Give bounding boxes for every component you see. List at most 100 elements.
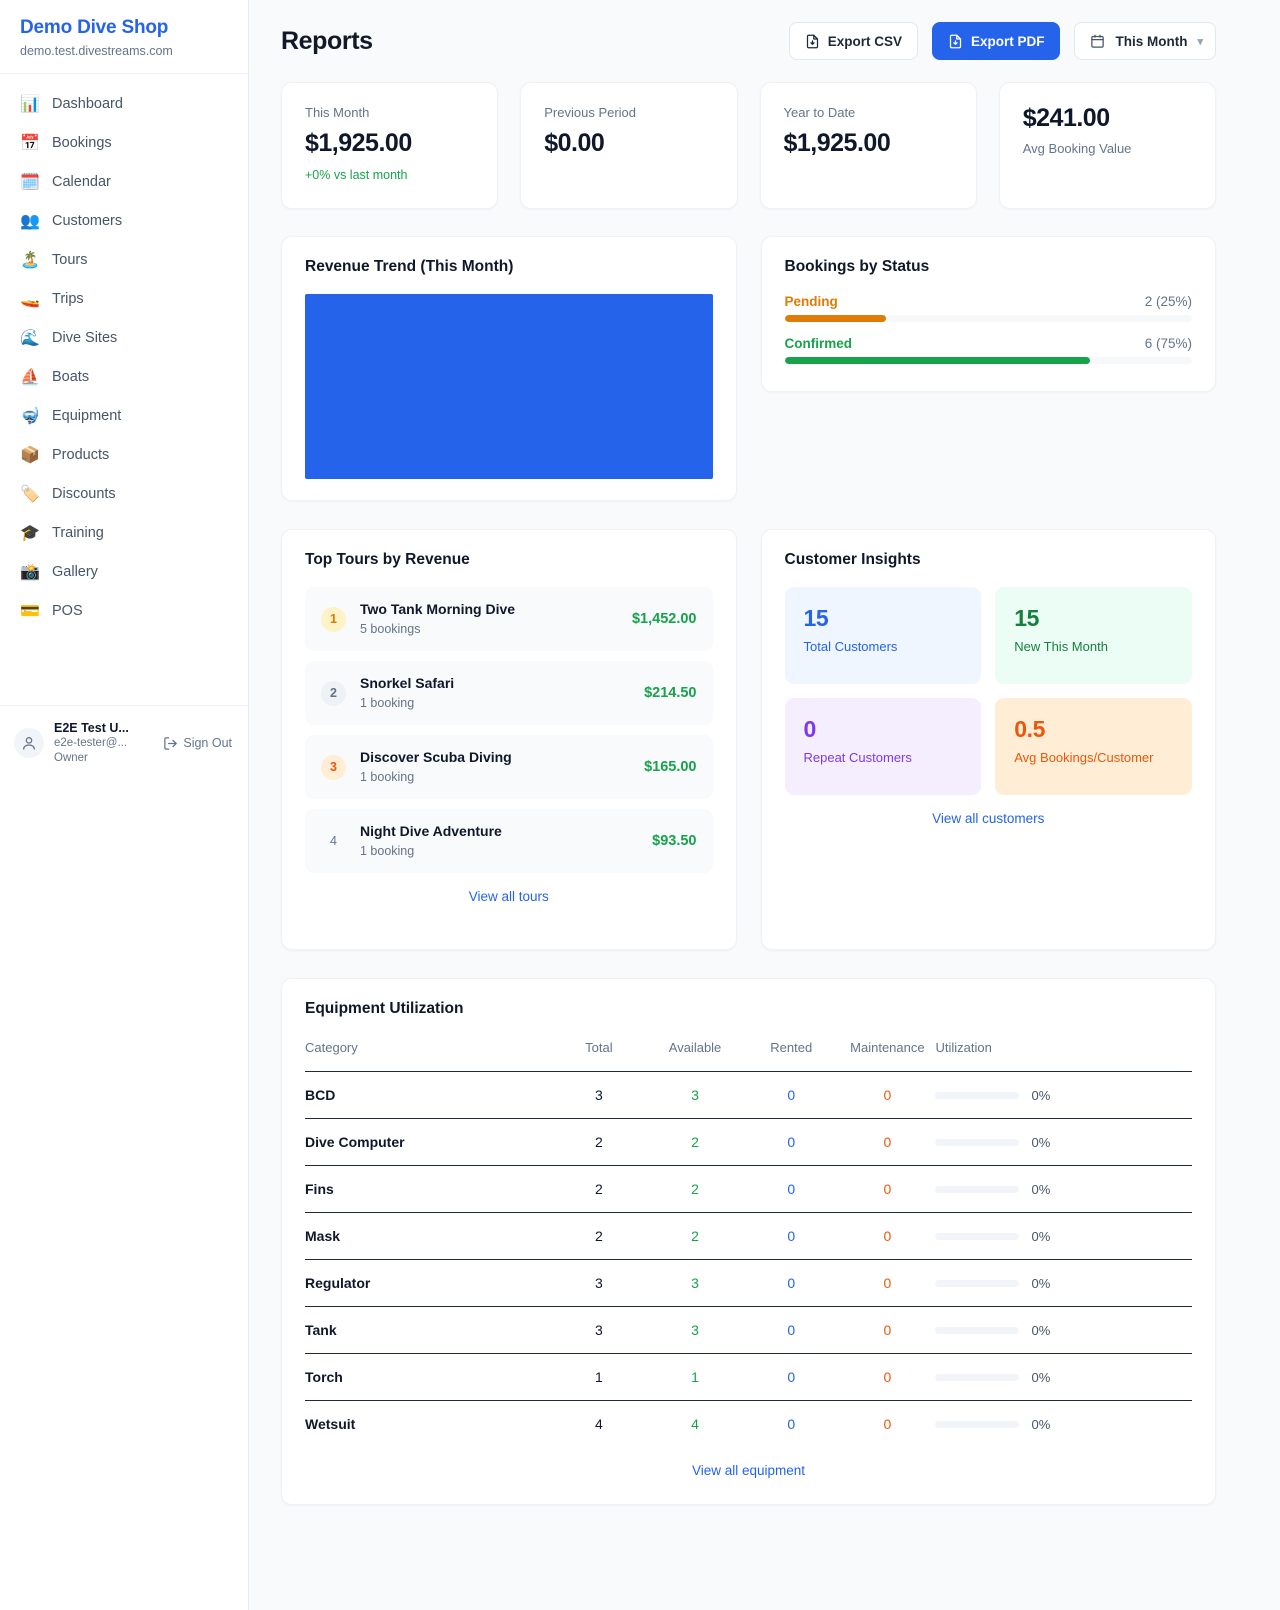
sidebar-item-tours[interactable]: 🏝️ Tours: [0, 240, 248, 279]
equipment-available: 2: [646, 1165, 744, 1213]
insight-tile-value: 15: [803, 605, 829, 631]
tour-list-item[interactable]: 2 Snorkel Safari 1 booking $214.50: [305, 661, 713, 725]
insight-tile-label: Total Customers: [803, 639, 898, 654]
table-row: Regulator 3 3 0 0 0%: [305, 1259, 1192, 1307]
stat-card: Previous Period $0.00: [520, 82, 738, 209]
sidebar-item-customers[interactable]: 👥 Customers: [0, 201, 248, 240]
sidebar-item-label: Discounts: [52, 485, 116, 502]
brand-block[interactable]: Demo Dive Shop demo.test.divestreams.com: [0, 0, 248, 74]
file-download-icon: [806, 34, 818, 48]
equipment-rented: 0: [743, 1165, 840, 1213]
tour-revenue: $214.50: [644, 685, 697, 701]
sidebar-item-discounts[interactable]: 🏷️ Discounts: [0, 474, 248, 513]
tour-name: Two Tank Morning Dive: [360, 601, 516, 617]
page-title: Reports: [281, 26, 373, 55]
tour-rank-badge: 4: [330, 834, 337, 848]
file-download-icon: [949, 34, 962, 48]
period-select[interactable]: This Month ▾: [1074, 22, 1216, 60]
insight-tile-value: 0.5: [1014, 716, 1046, 742]
equipment-maintenance: 0: [839, 1259, 936, 1307]
equipment-maintenance: 0: [883, 1416, 892, 1432]
sidebar-item-products[interactable]: 📦 Products: [0, 435, 248, 474]
equipment-category: Fins: [305, 1165, 551, 1213]
tour-list-item[interactable]: 3 Discover Scuba Diving 1 booking $165.00: [305, 735, 713, 799]
equipment-rented: 0: [743, 1259, 840, 1307]
sidebar-item-trips[interactable]: 🚤 Trips: [0, 279, 248, 318]
equipment-utilization: 0%: [935, 1259, 1192, 1307]
equipment-total: 3: [550, 1071, 647, 1119]
sidebar-item-calendar[interactable]: 🗓️ Calendar: [0, 162, 248, 201]
view-all-tours-link[interactable]: View all tours: [468, 889, 549, 904]
equipment-rented: 0: [743, 1306, 840, 1354]
calendar-icon: 🗓️: [20, 171, 40, 191]
export-pdf-button[interactable]: Export PDF: [931, 22, 1061, 60]
utilization-bar-track: [935, 1373, 1020, 1381]
sidebar-item-label: Products: [52, 446, 110, 463]
tours-insights-row: Top Tours by Revenue 1 Two Tank Morning D…: [281, 529, 1216, 950]
sidebar-item-dashboard[interactable]: 📊 Dashboard: [0, 84, 248, 123]
equipment-available: 2: [646, 1212, 744, 1260]
sidebar-item-label: Calendar: [52, 173, 111, 190]
table-row: Dive Computer 2 2 0 0 0%: [305, 1118, 1192, 1166]
bookings-by-status-panel: Bookings by Status Pending 2 (25%) Confirm…: [760, 236, 1216, 392]
status-bar-track: [784, 315, 1192, 322]
equipment-rented: 0: [743, 1353, 840, 1401]
sidebar-item-pos[interactable]: 💳 POS: [0, 591, 248, 630]
tour-bookings-count: 1 booking: [360, 696, 415, 710]
equipment-maintenance: 0: [839, 1212, 936, 1260]
sidebar-item-label: Gallery: [52, 563, 98, 580]
equipment-maintenance: 0: [839, 1118, 936, 1166]
diving-mask-icon: 🤿: [20, 405, 40, 425]
equipment-available: 3: [646, 1259, 744, 1307]
stat-card: This Month $1,925.00 +0% vs last month: [281, 82, 499, 209]
sidebar-item-bookings[interactable]: 📅 Bookings: [0, 123, 248, 162]
view-all-customers-link[interactable]: View all customers: [932, 811, 1045, 826]
tag-icon: 🏷️: [20, 483, 40, 503]
sign-out-button[interactable]: Sign Out: [163, 736, 234, 751]
tour-name: Night Dive Adventure: [360, 823, 502, 839]
tour-rank-badge: 2: [321, 680, 346, 706]
sidebar-item-label: Bookings: [52, 134, 112, 151]
stat-card: Year to Date $1,925.00: [759, 82, 977, 209]
top-tours-panel: Top Tours by Revenue 1 Two Tank Morning D…: [281, 529, 737, 950]
equipment-category: Regulator: [305, 1259, 551, 1307]
equipment-col-header: Available: [646, 1036, 744, 1072]
sidebar-item-boats[interactable]: ⛵ Boats: [0, 357, 248, 396]
tour-list-item[interactable]: 1 Two Tank Morning Dive 5 bookings $1,452.0…: [305, 587, 713, 651]
sailboat-icon: ⛵: [20, 366, 40, 386]
export-csv-button[interactable]: Export CSV: [788, 22, 918, 60]
equipment-utilization: 0%: [935, 1071, 1192, 1119]
user-profile-box: E2E Test U... e2e-tester@... Owner Sign …: [0, 705, 248, 780]
tour-list-item[interactable]: 4 Night Dive Adventure 1 booking $93.50: [305, 809, 713, 873]
equipment-total: 2: [550, 1212, 647, 1260]
header-actions: Export CSV Export PDF This Month ▾: [788, 22, 1216, 60]
utilization-percent: 0%: [1031, 1275, 1051, 1291]
equipment-category: Torch: [305, 1353, 551, 1401]
table-row: Torch 1 1 0 0 0%: [305, 1353, 1192, 1401]
avatar: [14, 728, 44, 758]
sidebar-item-dive-sites[interactable]: 🌊 Dive Sites: [0, 318, 248, 357]
insight-tile: 0.5 Avg Bookings/Customer: [995, 698, 1192, 795]
table-row: Tank 3 3 0 0 0%: [305, 1306, 1192, 1354]
sidebar-item-label: Dashboard: [52, 95, 123, 112]
sidebar-item-gallery[interactable]: 📸 Gallery: [0, 552, 248, 591]
sidebar-item-training[interactable]: 🎓 Training: [0, 513, 248, 552]
equipment-total: 4: [594, 1416, 603, 1432]
status-bar-fill: [784, 315, 887, 322]
equipment-rented: 0: [787, 1416, 796, 1432]
tour-revenue: $93.50: [652, 833, 697, 849]
status-name: Confirmed: [784, 336, 853, 351]
insight-tiles: 15 Total Customers 15 New This Month 0 Repeat…: [784, 587, 1192, 795]
table-row: Fins 2 2 0 0 0%: [305, 1165, 1192, 1213]
equipment-maintenance: 0: [839, 1353, 936, 1401]
insight-tile: 15 Total Customers: [784, 587, 982, 684]
calendar-17-icon: 📅: [20, 132, 40, 152]
view-all-equipment-link[interactable]: View all equipment: [691, 1463, 806, 1478]
sidebar-item-equipment[interactable]: 🤿 Equipment: [0, 396, 248, 435]
insight-tile-value: 15: [1014, 605, 1040, 631]
insight-tile-label: Avg Bookings/Customer: [1014, 750, 1154, 765]
equipment-maintenance: 0: [839, 1165, 936, 1213]
equipment-col-header: Maintenance: [839, 1036, 936, 1072]
equipment-category: Wetsuit: [305, 1416, 356, 1432]
tour-bookings-count: 1 booking: [360, 770, 415, 784]
